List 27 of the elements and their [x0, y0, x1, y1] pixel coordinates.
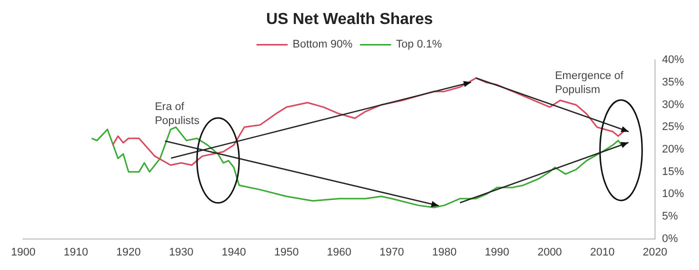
chart-title: US Net Wealth Shares [266, 11, 434, 28]
x-tick-label: 1920 [116, 246, 141, 258]
x-tick-label: 1930 [168, 246, 194, 258]
y-tick-label: 15% [662, 166, 684, 178]
y-tick-label: 5% [662, 210, 678, 223]
y-tick-label: 35% [662, 76, 684, 89]
x-tick-label: 1970 [380, 246, 404, 258]
legend-label: Top 0.1% [396, 38, 442, 51]
annotation: Emergence of Populism [554, 69, 624, 98]
y-tick-label: 40% [662, 54, 684, 66]
annotation: Era of Populists [154, 100, 200, 128]
x-tick-label: 1960 [326, 246, 352, 258]
x-tick-label: 1980 [432, 246, 457, 258]
y-tick-label: 25% [662, 121, 684, 134]
y-tick-label: 10% [662, 188, 684, 200]
y-tick-label: 20% [662, 144, 684, 156]
legend-label: Bottom 90% [292, 38, 353, 51]
x-tick-label: 1990 [484, 246, 510, 258]
y-tick-label: 30% [662, 98, 684, 111]
x-tick-label: 1900 [10, 246, 36, 258]
y-tick-label: 0% [662, 232, 678, 245]
x-tick-label: 2020 [642, 246, 668, 258]
x-tick-label: 1950 [274, 246, 299, 258]
x-tick-label: 1940 [222, 246, 246, 258]
x-tick-label: 2000 [537, 246, 562, 258]
x-tick-label: 1910 [64, 246, 88, 258]
x-tick-label: 2010 [590, 246, 615, 258]
